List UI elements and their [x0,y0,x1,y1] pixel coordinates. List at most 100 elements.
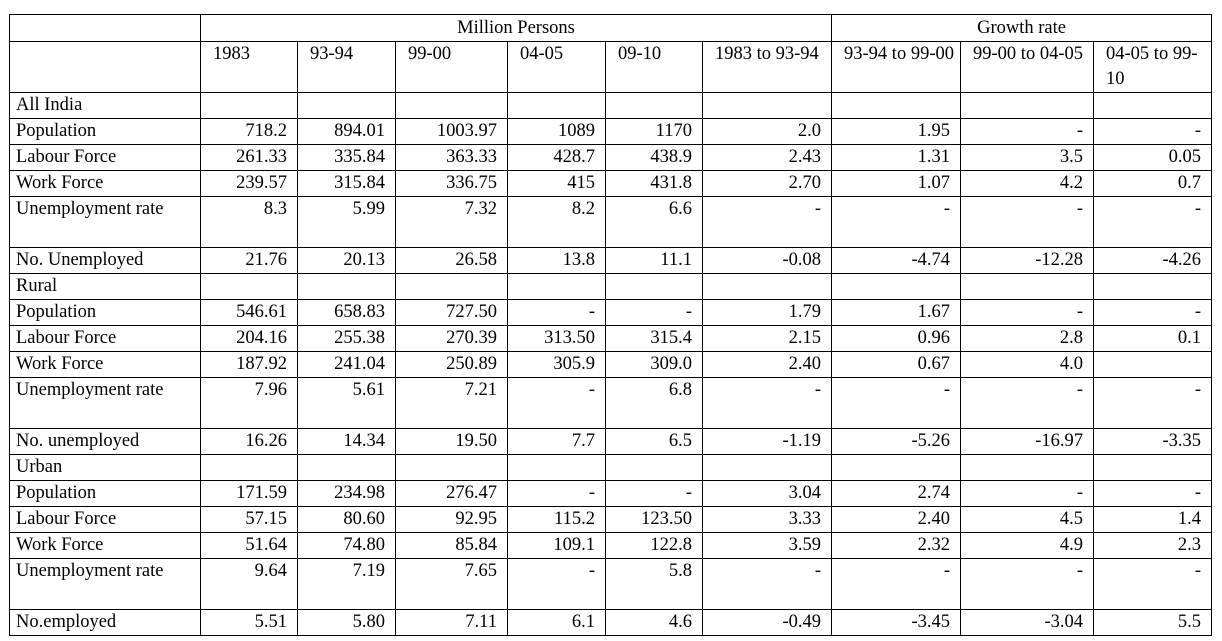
table-cell: 5.5 [1093,609,1213,636]
table-cell: 2.8 [960,325,1095,352]
table-cell: 7.21 [395,377,508,429]
table-cell: - [960,480,1095,507]
section-label: All India [9,92,201,119]
table-cell [831,92,962,119]
table-cell: - [701,196,833,248]
table-cell [831,454,962,481]
table-cell: 19.50 [395,428,508,455]
row-label: Labour Force [9,144,201,171]
table-cell: 546.61 [200,299,298,326]
column-header: 1983 to 93-94 [701,41,833,93]
table-cell: 241.04 [297,351,396,378]
table-row: Work Force 187.92 241.04 250.89 305.9 309.0 2.… [9,351,1213,378]
table-cell: 3.04 [701,480,833,507]
table-cell: 7.7 [507,428,606,455]
table-cell [960,92,1095,119]
table-row: Unemployment rate 8.3 5.99 7.32 8.2 6.6- - - - [9,196,1213,248]
table-cell: 14.34 [297,428,396,455]
table-cell: 5.80 [297,609,396,636]
table-cell: 363.33 [395,144,508,171]
table-cell [1093,273,1213,300]
table-cell [1093,92,1213,119]
table-cell [960,273,1095,300]
table-cell: 0.05 [1093,144,1213,171]
table-cell: 8.3 [200,196,298,248]
table-cell: 2.43 [701,144,833,171]
table-cell: - [1093,196,1213,248]
table-cell [1093,454,1213,481]
table-cell: - [1093,299,1213,326]
table-cell: -4.74 [831,247,962,274]
table-cell: 315.4 [605,325,703,352]
row-label: Population [9,299,201,326]
table-cell: - [1093,558,1213,610]
table-cell: 2.40 [831,506,962,533]
table-cell [605,273,703,300]
table-cell: - [960,299,1095,326]
row-label: Work Force [9,532,201,559]
table-cell: 92.95 [395,506,508,533]
column-header: 04-05 to 99-10 [1093,41,1213,93]
row-label: Labour Force [9,506,201,533]
table-cell: 4.5 [960,506,1095,533]
row-label: Unemployment rate [9,377,201,429]
table-cell: 0.96 [831,325,962,352]
table-body: All India Population 718.2 894.01 1003.97 108… [9,92,1213,636]
table-cell: -0.49 [701,609,833,636]
table-cell: 309.0 [605,351,703,378]
table-cell: 26.58 [395,247,508,274]
row-label: Population [9,118,201,145]
row-label: Unemployment rate [9,196,201,248]
table-cell [507,92,606,119]
row-label: Unemployment rate [9,558,201,610]
table-cell: - [1093,480,1213,507]
table-cell: -5.26 [831,428,962,455]
table-cell: 9.64 [200,558,298,610]
table-cell: 7.65 [395,558,508,610]
table-cell: 4.9 [960,532,1095,559]
column-header: 99-00 [395,41,508,93]
table-cell: -3.45 [831,609,962,636]
header-group-row: Million Persons Growth rate [9,14,1213,42]
table-cell: - [831,558,962,610]
table-cell: -3.04 [960,609,1095,636]
table-cell [395,273,508,300]
table-row: No. unemployed 16.26 14.34 19.50 7.7 6.5 -1.19… [9,428,1213,455]
table-cell: 8.2 [507,196,606,248]
row-label: No. unemployed [9,428,201,455]
table-cell [960,454,1095,481]
table-cell: 250.89 [395,351,508,378]
table-cell: 305.9 [507,351,606,378]
column-header: 93-94 [297,41,396,93]
table-cell: 658.83 [297,299,396,326]
table-row: Unemployment rate 9.64 7.19 7.65-5.8- - - - [9,558,1213,610]
table-cell: 270.39 [395,325,508,352]
table-cell: - [507,480,606,507]
table-cell: 415 [507,170,606,197]
table-cell: 0.1 [1093,325,1213,352]
header-corner-lower [9,41,201,93]
table-cell [605,92,703,119]
table-cell: 3.59 [701,532,833,559]
table-cell [701,273,833,300]
table-cell: 1170 [605,118,703,145]
table-cell: 718.2 [200,118,298,145]
column-header: 93-94 to 99-00 [831,41,962,93]
table-cell: 2.3 [1093,532,1213,559]
table-cell: 6.1 [507,609,606,636]
row-label: Work Force [9,170,201,197]
table-cell: 1.79 [701,299,833,326]
header-column-row: 1983 93-94 99-00 04-05 09-10 1983 to 93-… [9,41,1213,93]
table-cell: - [701,377,833,429]
table-cell: - [960,118,1095,145]
table-cell: 1003.97 [395,118,508,145]
table-cell: 2.15 [701,325,833,352]
table-cell: 115.2 [507,506,606,533]
section-row: All India [9,92,1213,119]
table-cell [200,454,298,481]
table-cell: 239.57 [200,170,298,197]
table-cell: 7.32 [395,196,508,248]
table-cell: 4.2 [960,170,1095,197]
section-row: Urban [9,454,1213,481]
table-cell: -4.26 [1093,247,1213,274]
